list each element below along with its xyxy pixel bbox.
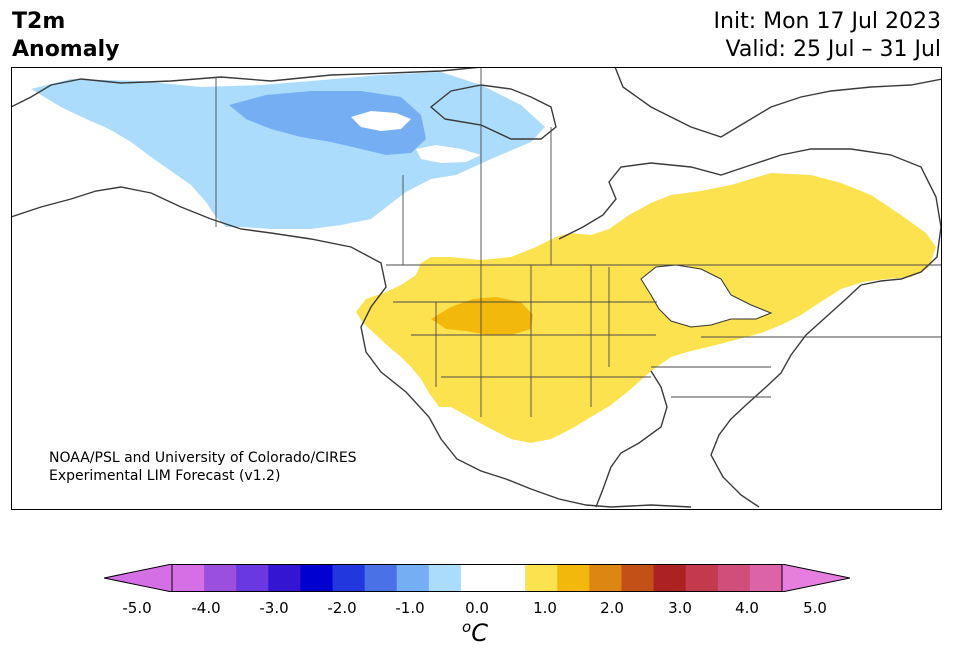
colorbar-tick-label: 1.0 <box>533 599 557 617</box>
colorbar-tick-label: -4.0 <box>191 599 221 617</box>
colorbar-swatch <box>589 564 622 592</box>
colorbar-swatch <box>268 564 301 592</box>
colorbar-tick-label: -2.0 <box>327 599 357 617</box>
colorbar-tick-label: 2.0 <box>600 599 624 617</box>
water-body <box>351 111 411 131</box>
colorbar-tick-label: -5.0 <box>122 599 152 617</box>
map-title: T2m Anomaly <box>12 8 119 64</box>
colorbar-swatch <box>493 564 526 592</box>
credit-text: NOAA/PSL and University of Colorado/CIRE… <box>49 449 357 485</box>
warm-anomaly-region <box>356 173 936 443</box>
anomaly-map <box>11 67 942 510</box>
colorbar-unit: oC <box>462 618 488 647</box>
map-frame <box>11 67 942 510</box>
unit-base: C <box>471 619 488 647</box>
colorbar-swatch <box>236 564 269 592</box>
colorbar-tick-label: 3.0 <box>668 599 692 617</box>
coastlines <box>11 67 942 508</box>
colorbar-under-extension <box>104 564 173 592</box>
colorbar-tick-label: 0.0 <box>465 599 489 617</box>
colorbar-swatch <box>621 564 655 592</box>
cool-anomaly-core <box>229 91 426 155</box>
colorbar-swatch <box>172 564 205 592</box>
state-borders <box>215 67 941 417</box>
colorbar-swatch <box>300 564 334 592</box>
colorbar-frame <box>171 564 783 592</box>
colorbar-swatch <box>557 564 590 592</box>
colorbar-swatch <box>204 564 237 592</box>
credit-line-2: Experimental LIM Forecast (v1.2) <box>49 468 281 484</box>
colorbar-swatch <box>525 564 558 592</box>
colorbar-swatch <box>364 564 398 592</box>
colorbar-over-extension <box>781 564 850 592</box>
colorbar-tick-label: 4.0 <box>735 599 759 617</box>
valid-range: Valid: 25 Jul – 31 Jul <box>725 37 941 62</box>
colorbar-swatch <box>653 564 687 592</box>
warm-anomaly-core <box>431 297 533 335</box>
colorbar-swatch <box>332 564 366 592</box>
unit-superscript: o <box>462 618 472 636</box>
variable-title: T2m <box>12 9 66 34</box>
colorbar-swatch <box>717 564 751 592</box>
colorbar-tick-label: -1.0 <box>395 599 425 617</box>
colorbar-swatch <box>396 564 430 592</box>
colorbar-tick-label: -3.0 <box>259 599 289 617</box>
colorbar <box>104 564 850 592</box>
colorbar-swatch <box>685 564 719 592</box>
colorbar-swatch <box>460 564 494 592</box>
variable-subtitle: Anomaly <box>12 37 120 62</box>
init-date: Init: Mon 17 Jul 2023 <box>713 9 941 34</box>
colorbar-tick-label: 5.0 <box>803 599 827 617</box>
credit-line-1: NOAA/PSL and University of Colorado/CIRE… <box>49 450 357 466</box>
forecast-dates: Init: Mon 17 Jul 2023 Valid: 25 Jul – 31… <box>714 8 941 64</box>
colorbar-swatch <box>749 564 783 592</box>
great-lakes <box>640 264 773 328</box>
colorbar-swatch <box>428 564 462 592</box>
water-body <box>416 145 481 163</box>
